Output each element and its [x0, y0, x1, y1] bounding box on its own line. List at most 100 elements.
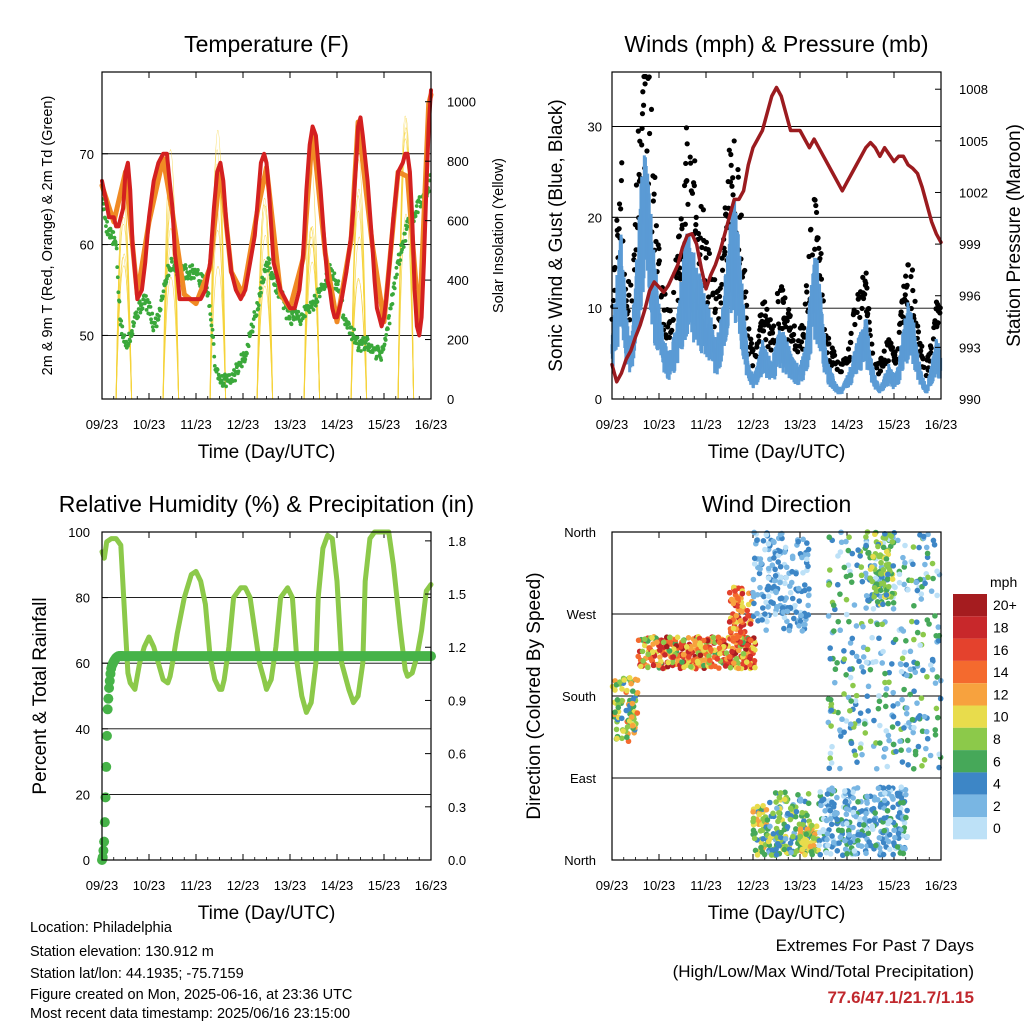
- wind-direction-point: [855, 832, 861, 838]
- wind-direction-point: [649, 649, 656, 656]
- y2-tick-label: 0.3: [448, 800, 466, 815]
- wind-direction-point: [883, 685, 890, 692]
- dewpoint-point: [115, 275, 120, 280]
- colorbar-label: 12: [993, 686, 1009, 702]
- wind-direction-point: [875, 543, 881, 550]
- gust-point: [683, 160, 689, 167]
- dewpoint-point: [170, 259, 174, 264]
- wind-direction-point: [895, 537, 901, 544]
- wind-direction-point: [886, 532, 893, 538]
- wind-direction-point: [910, 544, 917, 550]
- gust-point: [920, 356, 926, 362]
- wind-direction-point: [737, 618, 744, 624]
- wind-direction-point: [842, 837, 848, 844]
- wind-direction-point: [726, 619, 733, 625]
- wind-direction-point: [927, 662, 934, 668]
- wind-direction-point: [920, 631, 926, 638]
- wind-direction-point: [880, 567, 887, 573]
- wind-direction-point: [908, 577, 915, 584]
- wind-direction-point: [886, 831, 893, 838]
- wind-direction-point: [880, 601, 886, 608]
- wind-direction-point: [817, 789, 824, 795]
- y-tick-label: 60: [80, 238, 94, 253]
- wind-direction-point: [782, 789, 788, 796]
- wind-direction-point: [841, 656, 848, 662]
- gust-point: [685, 201, 691, 207]
- wind-direction-point: [747, 637, 754, 644]
- solar-insolation-trace: [350, 279, 368, 399]
- chart-title: Relative Humidity (%) & Precipitation (i…: [59, 491, 474, 517]
- wind-direction-point: [634, 677, 641, 683]
- x-tick-label: 14/23: [831, 417, 864, 432]
- wind-direction-point: [847, 674, 854, 681]
- wind-direction-point: [875, 705, 882, 712]
- gust-point: [888, 340, 894, 346]
- wind-direction-point: [894, 700, 901, 707]
- wind-direction-point: [626, 675, 633, 681]
- wind-direction-point: [829, 843, 835, 850]
- gust-point: [935, 320, 941, 326]
- dewpoint-point: [307, 310, 312, 315]
- gust-point: [648, 106, 655, 113]
- wind-direction-point: [665, 659, 671, 666]
- wind-direction-point: [887, 817, 893, 824]
- wind-direction-point: [901, 564, 908, 570]
- wind-direction-point: [743, 659, 750, 665]
- wind-direction-point: [859, 751, 865, 758]
- dewpoint-point: [401, 245, 406, 249]
- wind-direction-point: [851, 848, 858, 854]
- panel-1: Winds (mph) & Pressure (mb) Time (Day/UTC…: [546, 31, 1024, 463]
- gust-point: [647, 130, 653, 137]
- relative-humidity-line: [99, 529, 434, 715]
- gust-point: [831, 352, 838, 358]
- wind-direction-point: [914, 660, 921, 667]
- plot-border: [611, 71, 942, 400]
- gust-point: [869, 341, 875, 347]
- wind-direction-point: [876, 553, 883, 560]
- wind-direction-point: [797, 828, 804, 834]
- wind-direction-point: [855, 547, 861, 553]
- gust-point: [631, 252, 637, 258]
- wind-direction-point: [915, 743, 922, 750]
- wind-direction-point: [739, 590, 746, 597]
- gust-point: [744, 302, 750, 308]
- wind-direction-point: [789, 595, 796, 602]
- dewpoint-point: [418, 204, 423, 209]
- wind-direction-point: [912, 748, 919, 755]
- wind-direction-point: [639, 648, 646, 655]
- wind-direction-point: [852, 752, 859, 758]
- gust-point: [919, 343, 925, 349]
- wind-direction-point: [732, 588, 738, 594]
- gust-point: [803, 283, 809, 289]
- colorbar-swatch: [953, 683, 987, 706]
- wind-direction-point: [885, 561, 892, 568]
- dewpoint-point: [296, 314, 301, 319]
- dewpoint-point: [113, 240, 118, 244]
- dewpoint-point: [347, 322, 351, 326]
- wind-direction-point: [801, 582, 808, 588]
- gust-point: [908, 273, 914, 280]
- gust-point: [854, 309, 860, 315]
- wind-direction-point: [854, 562, 860, 569]
- wind-direction-point: [827, 807, 834, 814]
- wind-direction-point: [863, 534, 869, 540]
- wind-direction-point: [915, 714, 922, 721]
- dewpoint-point: [129, 329, 134, 333]
- wind-direction-point: [789, 555, 796, 562]
- wind-direction-point: [894, 844, 901, 850]
- wind-direction-point: [630, 696, 637, 703]
- dewpoint-point: [122, 333, 127, 338]
- wind-direction-point: [882, 790, 888, 796]
- wind-direction-point: [863, 592, 870, 599]
- wind-direction-point: [920, 533, 927, 540]
- wind-direction-point: [889, 724, 896, 730]
- y-tick-label: North: [564, 853, 596, 868]
- dewpoint-point: [116, 290, 121, 295]
- colorbar-label: 14: [993, 664, 1009, 680]
- dewpoint-point: [246, 344, 251, 349]
- wind-direction-point: [902, 542, 908, 549]
- dewpoint-point: [298, 322, 303, 327]
- gust-point: [860, 295, 867, 302]
- wind-direction-point: [850, 789, 856, 795]
